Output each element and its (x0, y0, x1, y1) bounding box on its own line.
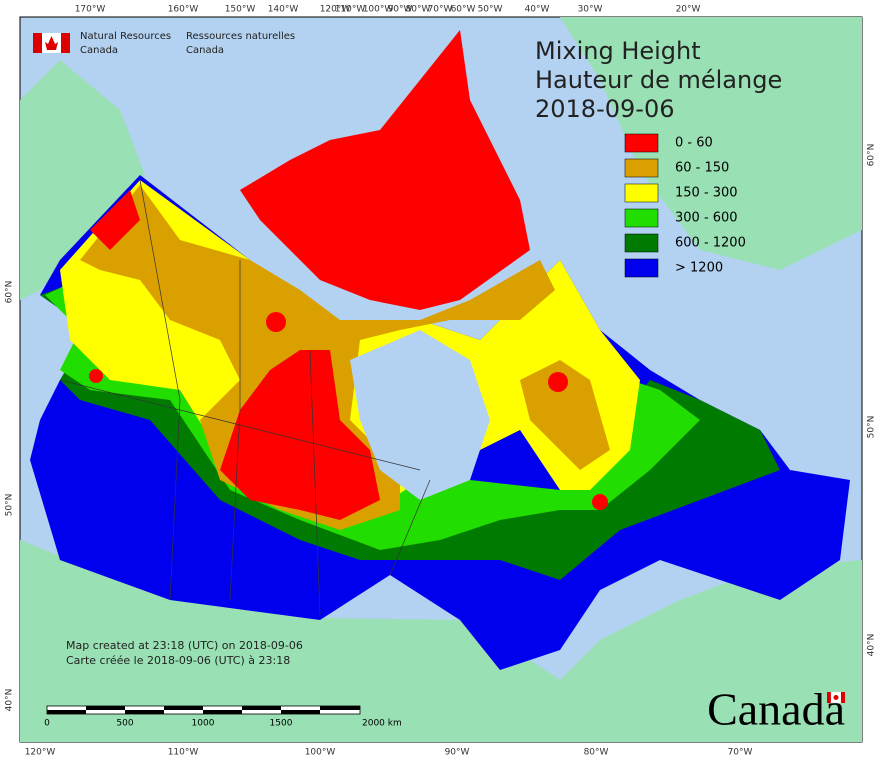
longitude-label: 80°W (406, 5, 431, 15)
nrcan-logo (33, 33, 70, 53)
longitude-label: 90°W (388, 5, 413, 15)
latitude-label: 50°N (867, 416, 877, 439)
latitude-label: 40°N (867, 634, 877, 657)
legend-label: 600 - 1200 (675, 236, 746, 251)
longitude-label: 100°W (305, 748, 336, 758)
legend-swatch (624, 133, 659, 153)
note: Carte créée le 2018-09-06 (UTC) à 23:18 (66, 654, 290, 667)
legend-label: 300 - 600 (675, 211, 738, 226)
scale-label: 1000 (192, 719, 215, 729)
legend-label: 150 - 300 (675, 186, 738, 201)
longitude-label: 120°W (320, 5, 351, 15)
scale-bar (46, 705, 361, 715)
longitude-label: 40°W (525, 5, 550, 15)
legend-label: 60 - 150 (675, 161, 729, 176)
legend-swatch (624, 158, 659, 178)
legend-swatch (624, 233, 659, 253)
title: Mixing Height (535, 37, 701, 65)
scale-label: 1500 (270, 719, 293, 729)
legend-label: > 1200 (675, 261, 723, 276)
longitude-label: 70°W (728, 748, 753, 758)
title: 2018-09-06 (535, 95, 674, 123)
legend-swatch (624, 258, 659, 278)
longitude-label: 160°W (168, 5, 199, 15)
latitude-label: 50°N (5, 494, 15, 517)
longitude-label: 110°W (168, 748, 199, 758)
longitude-label: 50°W (478, 5, 503, 15)
land (20, 17, 862, 742)
scale-label: 2000 km (362, 719, 402, 729)
longitude-label: 60°W (451, 5, 476, 15)
longitude-label: 140°W (268, 5, 299, 15)
wordmark-flag (827, 691, 845, 704)
scale-label: 500 (116, 719, 133, 729)
note: Map created at 23:18 (UTC) on 2018-09-06 (66, 639, 303, 652)
hudson-bay (350, 330, 490, 500)
latitude-label: 60°N (5, 281, 15, 304)
longitude-label: 20°W (676, 5, 701, 15)
longitude-label: 90°W (445, 748, 470, 758)
longitude-label: 120°W (25, 748, 56, 758)
agency-fr: Ressources naturelles (186, 31, 295, 42)
wordmark: Canada (707, 684, 845, 735)
title: Hauteur de mélange (535, 66, 782, 94)
agency-en: Canada (80, 45, 118, 56)
legend-label: 0 - 60 (675, 136, 713, 151)
longitude-label: 100°W (363, 5, 394, 15)
latitude-label: 40°N (5, 689, 15, 712)
borders (59, 179, 431, 616)
agency-en: Natural Resources (80, 31, 171, 42)
longitude-label: 150°W (225, 5, 256, 15)
longitude-label: 80°W (584, 748, 609, 758)
agency-fr: Canada (186, 45, 224, 56)
legend-swatch (624, 208, 659, 228)
scale-label: 0 (44, 719, 50, 729)
latitude-label: 60°N (867, 144, 877, 167)
mixing-height-field (30, 30, 850, 670)
legend-swatch (624, 183, 659, 203)
longitude-label: 70°W (428, 5, 453, 15)
longitude-label: 30°W (578, 5, 603, 15)
longitude-label: 170°W (75, 5, 106, 15)
longitude-label: 110°W (335, 5, 366, 15)
